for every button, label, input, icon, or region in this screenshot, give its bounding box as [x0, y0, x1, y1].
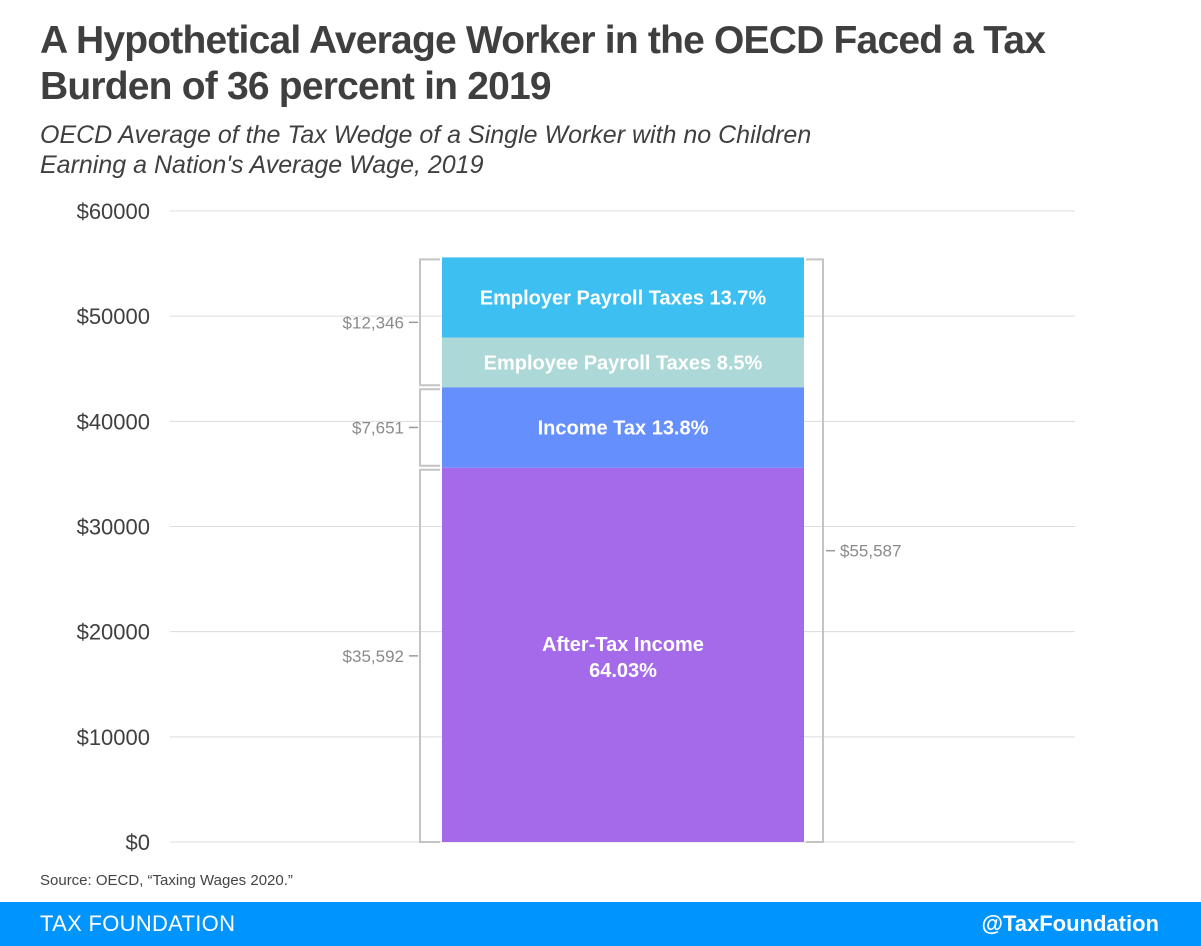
- bar-segment-label: Income Tax 13.8%: [538, 417, 709, 439]
- bracket-value-label: $35,592: [343, 647, 404, 666]
- bar-segment-label: Employer Payroll Taxes 13.7%: [480, 287, 767, 309]
- bar-segment: [442, 387, 804, 468]
- stacked-bar-chart: $0 $10000 $20000 $30000 $40000 $50000 $60000 Af…: [77, 199, 1075, 855]
- bracket-left: [419, 468, 440, 843]
- y-tick-label: $20000: [77, 620, 150, 645]
- y-tick-label: $10000: [77, 725, 150, 750]
- chart-subtitle-line-1: OECD Average of the Tax Wedge of a Singl…: [40, 121, 812, 149]
- footer-handle: @TaxFoundation: [981, 911, 1159, 936]
- footer-brand: TAX FOUNDATION: [40, 911, 236, 936]
- bar-segment: [442, 337, 804, 388]
- y-tick-label: $40000: [77, 409, 150, 434]
- bracket-value-label: $7,651: [352, 418, 404, 437]
- bracket-left: [419, 258, 440, 387]
- y-tick-label: $30000: [77, 515, 150, 540]
- bar-segment: [442, 467, 804, 842]
- bracket-total-label: $55,587: [840, 542, 901, 561]
- y-tick-label: $0: [126, 830, 150, 855]
- bracket-value-label: $12,346: [343, 313, 404, 332]
- chart-subtitle-line-2: Earning a Nation's Average Wage, 2019: [40, 151, 484, 179]
- y-tick-label: $50000: [77, 304, 150, 329]
- source-note: Source: OECD, “Taxing Wages 2020.”: [40, 872, 293, 889]
- bar-segment-label: 64.03%: [589, 660, 657, 682]
- bar-segment: [442, 257, 804, 338]
- bracket-left: [419, 388, 440, 467]
- bar-segment-label: After-Tax Income: [542, 634, 704, 656]
- chart-title: A Hypothetical Average Worker in the OEC…: [40, 19, 1046, 108]
- footer-bar: TAX FOUNDATION @TaxFoundation: [0, 902, 1201, 946]
- bar-segment-label: Employee Payroll Taxes 8.5%: [484, 352, 763, 374]
- bracket-right: [806, 258, 824, 843]
- chart-subtitle: OECD Average of the Tax Wedge of a Singl…: [40, 120, 1140, 180]
- y-tick-label: $60000: [77, 199, 150, 224]
